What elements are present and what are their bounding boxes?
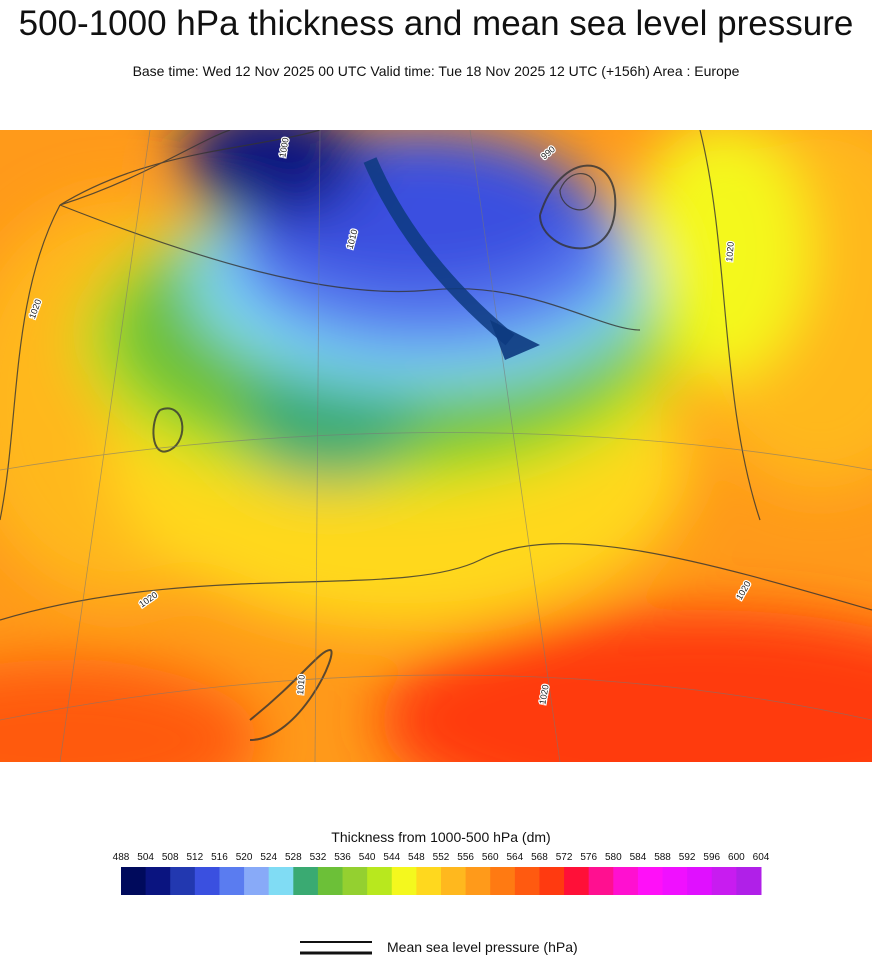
- colorbar-swatch: [564, 867, 590, 895]
- colorbar-swatch: [219, 867, 245, 895]
- colorbar-title: Thickness from 1000-500 hPa (dm): [331, 829, 550, 845]
- colorbar-tick-label: 532: [310, 852, 327, 863]
- contour-label: 1000: [277, 137, 290, 158]
- colorbar-tick-label: 540: [359, 852, 376, 863]
- colorbar-swatch: [539, 867, 565, 895]
- colorbar-swatch: [293, 867, 319, 895]
- colorbar-tick-label: 564: [507, 852, 524, 863]
- colorbar-swatch: [613, 867, 639, 895]
- colorbar-swatch: [391, 867, 417, 895]
- colorbar-tick-label: 516: [211, 852, 228, 863]
- colorbar-tick-label: 544: [383, 852, 400, 863]
- colorbar-tick-label: 524: [260, 852, 277, 863]
- colorbar-tick-label: 572: [556, 852, 573, 863]
- contour-label: 1020: [724, 241, 736, 262]
- colorbar-tick-label: 520: [236, 852, 253, 863]
- colorbar-swatch: [465, 867, 491, 895]
- colorbar-swatch: [490, 867, 516, 895]
- colorbar-swatch: [170, 867, 196, 895]
- colorbar-tick-label: 604: [753, 852, 770, 863]
- colorbar-tick-label: 600: [728, 852, 745, 863]
- colorbar-tick-label: 580: [605, 852, 622, 863]
- colorbar-swatch: [588, 867, 614, 895]
- contour-label: 1020: [537, 684, 550, 705]
- colorbar-swatch: [367, 867, 393, 895]
- colorbar-tick-label: 552: [433, 852, 450, 863]
- colorbar-tick-label: 588: [654, 852, 671, 863]
- colorbar-tick-label: 584: [630, 852, 647, 863]
- colorbar-swatch: [145, 867, 171, 895]
- contour-label: 1010: [295, 674, 307, 695]
- colorbar-tick-label: 504: [137, 852, 154, 863]
- colorbar-tick-label: 528: [285, 852, 302, 863]
- colorbar-tick-label: 568: [531, 852, 548, 863]
- colorbar-tick-label: 556: [457, 852, 474, 863]
- colorbar-tick-label: 508: [162, 852, 179, 863]
- colorbar-swatch: [687, 867, 713, 895]
- colorbar-tick-label: 512: [187, 852, 204, 863]
- colorbar-swatch: [342, 867, 368, 895]
- colorbar-swatch: [441, 867, 467, 895]
- colorbar-tick-label: 548: [408, 852, 425, 863]
- colorbar-swatch: [244, 867, 270, 895]
- colorbar-swatch: [121, 867, 147, 895]
- colorbar-tick-label: 576: [580, 852, 597, 863]
- colorbar-tick-label: 536: [334, 852, 351, 863]
- colorbar-swatch: [514, 867, 540, 895]
- colorbar-swatch: [637, 867, 664, 895]
- colorbar-swatch: [268, 867, 294, 895]
- colorbar-tick-label: 596: [703, 852, 720, 863]
- colorbar-swatch: [416, 867, 442, 895]
- colorbar-swatch: [317, 867, 344, 895]
- colorbar-swatch: [736, 867, 762, 895]
- subtitle: Base time: Wed 12 Nov 2025 00 UTC Valid …: [132, 63, 740, 79]
- colorbar-tick-label: 592: [679, 852, 696, 863]
- colorbar-swatch: [194, 867, 220, 895]
- map: [0, 130, 872, 762]
- colorbar-swatch: [662, 867, 688, 895]
- colorbar-tick-label: 560: [482, 852, 499, 863]
- colorbar-swatch: [711, 867, 737, 895]
- title: 500-1000 hPa thickness and mean sea leve…: [18, 4, 854, 43]
- colorbar-tick-label: 488: [113, 852, 130, 863]
- legend-label: Mean sea level pressure (hPa): [387, 939, 578, 955]
